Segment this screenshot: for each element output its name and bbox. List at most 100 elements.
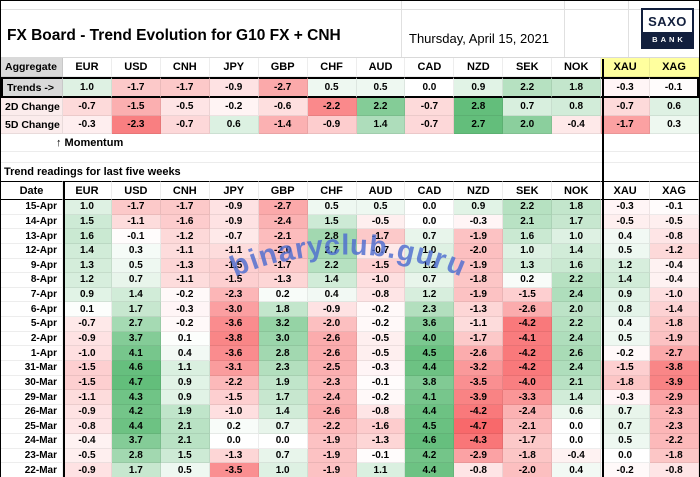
trend-cell[interactable]: -1.5 xyxy=(63,375,112,391)
trend-cell[interactable]: -0.4 xyxy=(63,434,112,449)
trend-cell[interactable]: 1.4 xyxy=(307,273,357,288)
trend-cell[interactable]: 0.5 xyxy=(307,200,357,215)
date-label[interactable]: 5-Apr xyxy=(1,317,63,332)
trend-cell[interactable]: 0.0 xyxy=(405,200,455,215)
trend-cell[interactable]: -3.9 xyxy=(454,390,504,405)
change-cell-sek[interactable]: 0.7 xyxy=(503,98,553,116)
trend-cell[interactable]: 2.4 xyxy=(552,287,602,303)
trend-cell[interactable]: 1.9 xyxy=(258,375,308,391)
trend-cell[interactable]: 1.5 xyxy=(160,448,210,464)
column-header-cad[interactable]: CAD xyxy=(405,58,455,77)
change-cell-xag[interactable]: 0.3 xyxy=(650,116,699,134)
trend-cell[interactable]: -0.8 xyxy=(454,463,504,477)
trend-cell[interactable]: -2.6 xyxy=(307,404,357,420)
trend-cell[interactable]: -4.7 xyxy=(454,419,504,435)
trend-cell[interactable]: 1.1 xyxy=(356,463,406,477)
trend-cell[interactable]: -1.8 xyxy=(454,273,504,288)
trend-cell[interactable]: -1.3 xyxy=(258,273,308,288)
date-label[interactable]: 14-Apr xyxy=(1,214,63,230)
trend-cell[interactable]: -2.2 xyxy=(307,419,357,435)
date-label[interactable]: 1-Apr xyxy=(1,346,63,361)
trend-cell[interactable]: -0.1 xyxy=(650,200,699,215)
trends-cell-cad[interactable]: 0.0 xyxy=(405,77,455,98)
trend-cell[interactable]: -1.5 xyxy=(503,287,553,303)
trend-cell[interactable]: 2.1 xyxy=(160,434,210,449)
trend-cell[interactable]: -2.9 xyxy=(454,448,504,464)
trend-cell[interactable]: 0.0 xyxy=(209,434,259,449)
trends-cell-nzd[interactable]: 0.9 xyxy=(454,77,504,98)
trend-cell[interactable]: 4.0 xyxy=(405,331,455,347)
change-cell-chf[interactable]: -0.9 xyxy=(307,116,357,134)
change-cell-jpy[interactable]: 0.6 xyxy=(209,116,259,134)
trend-cell[interactable]: -1.1 xyxy=(63,390,112,405)
trend-cell[interactable]: 2.2 xyxy=(552,273,602,288)
trend-cell[interactable]: 3.7 xyxy=(111,434,161,449)
trend-cell[interactable]: 2.1 xyxy=(160,419,210,435)
trend-cell[interactable]: -1.5 xyxy=(209,258,259,274)
trend-cell[interactable]: 1.0 xyxy=(405,243,455,259)
trend-cell[interactable]: -2.3 xyxy=(650,419,699,435)
trend-cell[interactable]: 0.9 xyxy=(160,390,210,405)
trend-cell[interactable]: 0.5 xyxy=(160,463,210,477)
trend-cell[interactable]: -0.3 xyxy=(454,214,504,230)
change-cell-eur[interactable]: -0.7 xyxy=(63,98,112,116)
column-header-chf[interactable]: CHF xyxy=(307,58,357,77)
trend-cell[interactable]: -2.6 xyxy=(454,346,504,361)
trend-cell[interactable]: -2.3 xyxy=(650,404,699,420)
trend-cell[interactable]: 0.4 xyxy=(601,229,651,244)
change-cell-aud[interactable]: 1.4 xyxy=(356,116,406,134)
trend-cell[interactable]: -0.9 xyxy=(209,214,259,230)
trend-cell[interactable]: -3.1 xyxy=(209,360,259,376)
trend-cell[interactable]: -1.5 xyxy=(601,360,651,376)
change-cell-gbp[interactable]: -0.6 xyxy=(258,98,308,116)
trend-cell[interactable]: -4.2 xyxy=(454,404,504,420)
date-label[interactable]: 2-Apr xyxy=(1,331,63,347)
trend-cell[interactable]: 1.7 xyxy=(258,390,308,405)
trend-cell[interactable]: 0.0 xyxy=(601,448,651,464)
column-header-eur[interactable]: EUR xyxy=(63,58,112,77)
history-column-header-cnh[interactable]: CNH xyxy=(160,181,210,200)
trend-cell[interactable]: 2.6 xyxy=(552,346,602,361)
date-label[interactable]: 13-Apr xyxy=(1,229,63,244)
trend-cell[interactable]: 1.3 xyxy=(503,258,553,274)
trend-cell[interactable]: -4.2 xyxy=(503,346,553,361)
trend-cell[interactable]: 1.2 xyxy=(405,258,455,274)
trend-cell[interactable]: 4.2 xyxy=(111,404,161,420)
momentum-row[interactable]: ↑ Momentum xyxy=(1,134,699,152)
trend-cell[interactable]: -0.1 xyxy=(111,229,161,244)
trend-cell[interactable]: 0.4 xyxy=(552,463,602,477)
history-column-header-cad[interactable]: CAD xyxy=(405,181,455,200)
column-header-sek[interactable]: SEK xyxy=(503,58,553,77)
trend-cell[interactable]: -0.9 xyxy=(63,463,112,477)
trends-cell-xag[interactable]: -0.1 xyxy=(650,77,699,98)
trend-cell[interactable]: 2.0 xyxy=(552,302,602,318)
trend-cell[interactable]: -0.8 xyxy=(650,463,699,477)
date-label[interactable]: 6-Apr xyxy=(1,302,63,318)
trend-cell[interactable]: 1.4 xyxy=(63,243,112,259)
trend-cell[interactable]: -1.1 xyxy=(160,273,210,288)
trend-cell[interactable]: -1.7 xyxy=(356,229,406,244)
trend-cell[interactable]: -4.2 xyxy=(503,317,553,332)
trend-cell[interactable]: -2.4 xyxy=(258,214,308,230)
trend-cell[interactable]: 2.4 xyxy=(552,331,602,347)
change-cell-cnh[interactable]: -0.7 xyxy=(160,116,210,134)
history-column-header-xag[interactable]: XAG xyxy=(650,181,699,200)
trend-cell[interactable]: 4.4 xyxy=(111,419,161,435)
trend-cell[interactable]: 0.5 xyxy=(601,243,651,259)
trend-cell[interactable]: 0.0 xyxy=(552,434,602,449)
trend-cell[interactable]: 0.9 xyxy=(454,200,504,215)
trend-cell[interactable]: -2.3 xyxy=(209,287,259,303)
change-cell-cad[interactable]: -0.7 xyxy=(405,116,455,134)
trend-cell[interactable]: -1.7 xyxy=(503,434,553,449)
trend-cell[interactable]: -2.6 xyxy=(307,331,357,347)
trend-cell[interactable]: -0.8 xyxy=(63,419,112,435)
trend-cell[interactable]: -4.2 xyxy=(503,360,553,376)
change-cell-xau[interactable]: -0.7 xyxy=(601,98,651,116)
trend-cell[interactable]: -1.1 xyxy=(111,214,161,230)
trend-cell[interactable]: 4.5 xyxy=(405,346,455,361)
trend-cell[interactable]: -2.0 xyxy=(307,317,357,332)
trend-cell[interactable]: -1.2 xyxy=(650,243,699,259)
trend-cell[interactable]: -2.5 xyxy=(307,360,357,376)
trend-cell[interactable]: -2.1 xyxy=(258,229,308,244)
trend-cell[interactable]: 4.4 xyxy=(405,463,455,477)
